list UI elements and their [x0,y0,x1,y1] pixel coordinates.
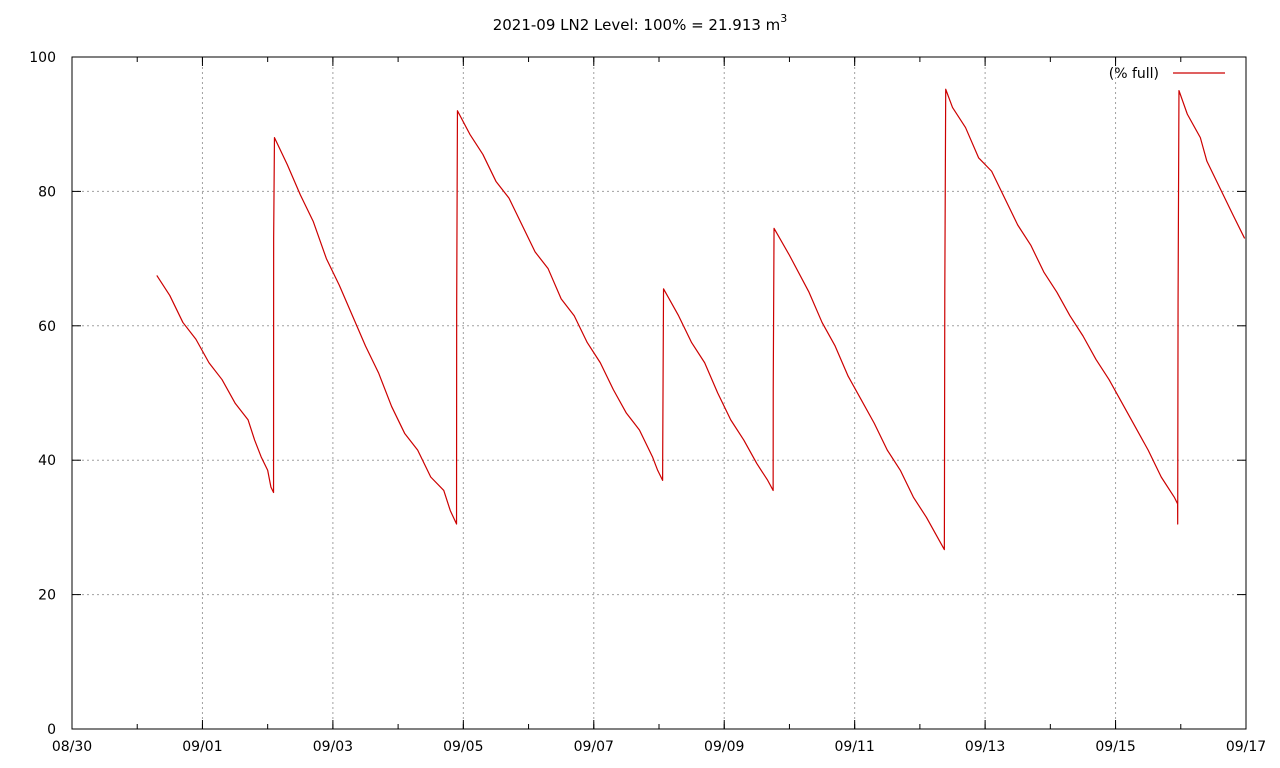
legend: (% full) [1109,66,1225,82]
x-tick-label: 09/05 [443,739,483,755]
x-tick-label: 09/11 [834,739,874,755]
plot-border [71,56,1247,730]
series-line-percent-full [156,88,1246,551]
series-layer [156,88,1246,551]
plot-frame [71,56,1247,730]
y-tick-label: 20 [38,588,56,604]
y-tick-label: 100 [29,50,56,66]
x-tick-label: 09/15 [1095,739,1135,755]
y-tick-label: 40 [38,453,56,469]
chart-title-superscript: 3 [780,12,788,25]
chart-title-text: 2021-09 LN2 Level: 100% = 21.913 m [492,16,781,34]
chart-title: 2021-09 LN2 Level: 100% = 21.913 m3 [0,12,1280,34]
x-tick-label: 09/07 [574,739,614,755]
x-tick-label: 08/30 [52,739,92,755]
x-tick-label: 09/01 [182,739,222,755]
x-tick-label: 09/03 [313,739,353,755]
x-tick-label: 09/09 [704,739,744,755]
y-tick-label: 60 [38,319,56,335]
y-tick-label: 0 [47,722,56,738]
y-tick-labels: 0 20 40 60 80 100 [29,50,56,738]
axis-ticks [71,56,1247,730]
y-tick-label: 80 [38,184,56,200]
x-tick-label: 09/13 [965,739,1005,755]
x-tick-label: 09/17 [1226,739,1266,755]
grid-lines [72,57,1246,729]
legend-label: (% full) [1109,66,1159,82]
x-tick-labels: 08/30 09/01 09/03 09/05 09/07 09/09 09/11 09/13… [52,739,1266,755]
